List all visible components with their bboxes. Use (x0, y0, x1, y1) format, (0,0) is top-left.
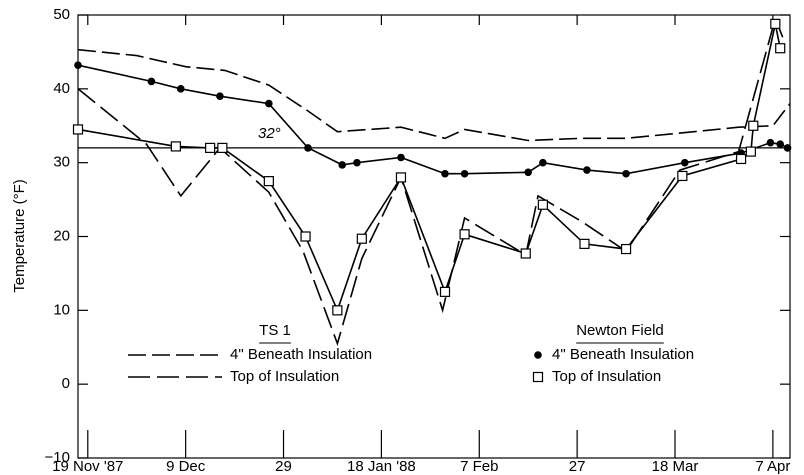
y-tick-label: 40 (53, 80, 70, 97)
marker (147, 77, 156, 86)
marker (216, 92, 224, 101)
plot-frame (77, 14, 791, 459)
marker (353, 158, 361, 167)
marker (745, 146, 756, 157)
marker (520, 248, 531, 259)
marker (72, 124, 84, 135)
series-line (77, 16, 784, 347)
marker (537, 199, 548, 210)
legend-title: TS 1 (259, 322, 291, 339)
marker (748, 120, 759, 131)
x-tick-label: 18 Jan '88 (347, 458, 416, 475)
marker (332, 305, 343, 316)
y-tick-label: −10 (45, 449, 70, 466)
marker (677, 170, 688, 182)
marker (395, 172, 407, 183)
marker (263, 176, 274, 187)
marker (300, 231, 311, 242)
series-line (77, 64, 788, 175)
marker (776, 140, 785, 149)
y-tick-label: 20 (53, 227, 70, 244)
x-tick-label: 27 (569, 458, 586, 475)
marker (176, 85, 185, 93)
legend-label: 4" Beneath Insulation (230, 346, 372, 363)
marker (304, 144, 312, 152)
marker (441, 169, 449, 178)
y-tick-label: 10 (53, 301, 70, 318)
legend-label: Top of Insulation (230, 368, 339, 385)
marker (338, 161, 347, 169)
marker (460, 169, 469, 178)
marker (74, 61, 82, 70)
reference-label: 32° (258, 125, 281, 142)
legend-label: Top of Insulation (552, 368, 661, 385)
marker (735, 153, 747, 165)
marker (524, 168, 532, 177)
marker (439, 286, 451, 297)
y-tick-label: 50 (53, 6, 70, 23)
marker (579, 238, 590, 249)
marker (775, 43, 786, 54)
marker (265, 99, 273, 108)
marker (170, 141, 181, 152)
marker (622, 169, 630, 178)
marker (620, 243, 632, 255)
marker (459, 229, 470, 240)
marker (539, 158, 547, 167)
marker (770, 18, 781, 29)
legend-swatch (534, 351, 542, 359)
marker (356, 233, 367, 244)
x-tick-label: 18 Mar (652, 458, 699, 475)
marker (397, 153, 405, 162)
x-tick-label: 19 Nov '87 (52, 458, 123, 475)
legend-swatch (532, 371, 544, 383)
legend-title: Newton Field (576, 322, 664, 339)
marker (205, 142, 216, 153)
y-axis-label: Temperature (°F) (11, 179, 28, 293)
series-line (77, 48, 791, 142)
x-tick-label: 7 Apr (755, 458, 790, 475)
marker (766, 138, 775, 147)
x-tick-label: 29 (275, 458, 292, 475)
marker (583, 166, 591, 174)
y-tick-label: 30 (53, 154, 70, 171)
marker (680, 158, 689, 167)
x-tick-label: 7 Feb (460, 458, 498, 475)
x-tick-label: 9 Dec (166, 458, 206, 475)
legend-label: 4" Beneath Insulation (552, 346, 694, 363)
marker (217, 142, 228, 153)
y-tick-label: 0 (62, 375, 70, 392)
marker (783, 144, 792, 152)
